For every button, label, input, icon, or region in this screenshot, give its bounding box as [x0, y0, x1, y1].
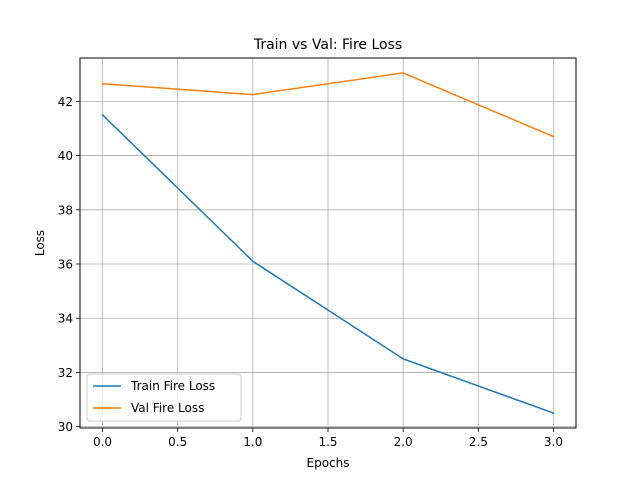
series-line-train-fire-loss — [101, 113, 555, 415]
chart-title: Train vs Val: Fire Loss — [253, 37, 402, 53]
x-tick-label: 2.0 — [394, 435, 413, 449]
series-lines — [101, 72, 555, 415]
axis-ticks: 0.0 0.5 1.0 1.5 2.0 2.5 3.0 30 32 34 36 38 40 42 — [58, 95, 563, 449]
x-tick-label: 3.0 — [544, 435, 563, 449]
x-tick-label: 0.0 — [93, 435, 112, 449]
data-point-val-fire-loss — [552, 135, 555, 138]
series-line-val-fire-loss — [101, 72, 555, 138]
data-point-train-fire-loss — [402, 358, 404, 360]
legend: Train Fire Loss Val Fire Loss — [86, 373, 242, 422]
y-axis-label: Loss — [33, 230, 47, 256]
data-point-train-fire-loss — [552, 412, 555, 414]
data-point-val-fire-loss — [101, 83, 104, 85]
grid-lines — [80, 58, 576, 428]
data-point-val-fire-loss — [252, 93, 254, 96]
y-tick-label: 40 — [58, 149, 73, 163]
data-point-train-fire-loss — [101, 114, 104, 116]
y-tick-label: 38 — [58, 203, 73, 217]
legend-label-train-fire-loss: Train Fire Loss — [130, 379, 215, 393]
x-tick-label: 1.0 — [243, 435, 262, 449]
data-point-train-fire-loss — [252, 260, 254, 263]
x-tick-label: 0.5 — [168, 435, 187, 449]
data-point-val-fire-loss — [402, 72, 404, 74]
x-tick-label: 1.5 — [318, 435, 337, 449]
legend-label-val-fire-loss: Val Fire Loss — [131, 401, 204, 415]
y-tick-label: 32 — [58, 366, 73, 380]
y-tick-label: 42 — [58, 95, 73, 109]
y-tick-label: 36 — [58, 258, 73, 272]
y-tick-label: 30 — [58, 420, 73, 434]
legend-box — [86, 373, 242, 422]
x-axis-label: Epochs — [307, 456, 350, 470]
x-tick-label: 2.5 — [469, 435, 488, 449]
y-tick-label: 34 — [58, 312, 73, 326]
